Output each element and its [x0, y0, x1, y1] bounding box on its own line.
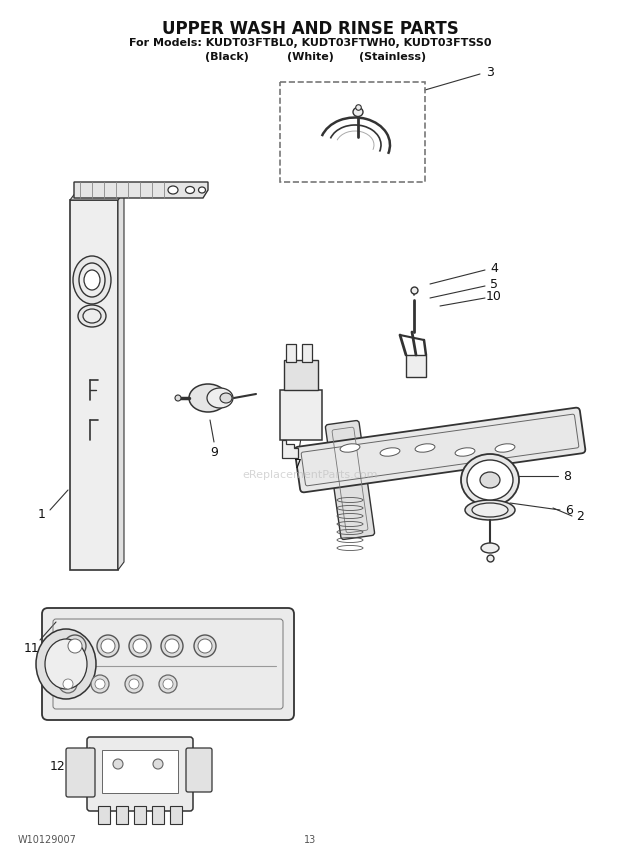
- Text: (Stainless): (Stainless): [360, 52, 427, 62]
- Ellipse shape: [198, 639, 212, 653]
- Bar: [280, 82, 425, 182]
- Ellipse shape: [129, 679, 139, 689]
- FancyBboxPatch shape: [294, 407, 585, 492]
- Ellipse shape: [207, 388, 233, 408]
- Text: UPPER WASH AND RINSE PARTS: UPPER WASH AND RINSE PARTS: [162, 20, 458, 38]
- Bar: [170, 806, 182, 824]
- Ellipse shape: [467, 460, 513, 500]
- Polygon shape: [118, 192, 124, 570]
- Ellipse shape: [79, 263, 105, 297]
- Ellipse shape: [415, 443, 435, 452]
- FancyBboxPatch shape: [66, 748, 95, 797]
- Text: (Black): (Black): [205, 52, 249, 62]
- Ellipse shape: [495, 443, 515, 452]
- Ellipse shape: [165, 639, 179, 653]
- Text: 6: 6: [565, 503, 573, 516]
- Ellipse shape: [36, 629, 96, 699]
- Ellipse shape: [340, 443, 360, 452]
- Ellipse shape: [159, 675, 177, 693]
- Text: 13: 13: [304, 835, 316, 845]
- Text: 3: 3: [486, 66, 494, 79]
- Ellipse shape: [161, 635, 183, 657]
- Ellipse shape: [455, 448, 475, 456]
- Ellipse shape: [78, 305, 106, 327]
- Ellipse shape: [380, 448, 400, 456]
- Bar: [70, 200, 118, 570]
- Bar: [286, 344, 296, 362]
- Text: eReplacementParts.com: eReplacementParts.com: [242, 470, 378, 480]
- Ellipse shape: [83, 309, 101, 323]
- Text: 12: 12: [50, 759, 66, 772]
- Text: 5: 5: [490, 277, 498, 290]
- Bar: [284, 360, 318, 390]
- Ellipse shape: [133, 639, 147, 653]
- Ellipse shape: [125, 675, 143, 693]
- Text: 4: 4: [490, 261, 498, 275]
- Polygon shape: [74, 182, 208, 198]
- FancyBboxPatch shape: [326, 420, 374, 539]
- Text: 1: 1: [38, 508, 46, 520]
- Polygon shape: [282, 440, 298, 458]
- Ellipse shape: [185, 187, 195, 193]
- Bar: [98, 806, 110, 824]
- Text: W10129007: W10129007: [18, 835, 77, 845]
- Ellipse shape: [220, 393, 232, 403]
- Ellipse shape: [101, 639, 115, 653]
- Ellipse shape: [198, 187, 205, 193]
- Ellipse shape: [45, 639, 87, 689]
- Ellipse shape: [64, 635, 86, 657]
- Ellipse shape: [461, 454, 519, 506]
- Ellipse shape: [95, 679, 105, 689]
- Ellipse shape: [59, 675, 77, 693]
- Ellipse shape: [353, 108, 363, 116]
- Text: 9: 9: [210, 445, 218, 459]
- Ellipse shape: [68, 639, 82, 653]
- FancyBboxPatch shape: [42, 608, 294, 720]
- FancyBboxPatch shape: [186, 748, 212, 792]
- Text: 11: 11: [24, 641, 40, 655]
- Bar: [116, 806, 128, 824]
- Ellipse shape: [73, 256, 111, 304]
- Ellipse shape: [113, 759, 123, 769]
- Ellipse shape: [91, 675, 109, 693]
- Bar: [406, 355, 426, 377]
- Ellipse shape: [175, 395, 181, 401]
- Polygon shape: [70, 192, 124, 200]
- Ellipse shape: [194, 635, 216, 657]
- Ellipse shape: [63, 679, 73, 689]
- Ellipse shape: [129, 635, 151, 657]
- Bar: [152, 806, 164, 824]
- Text: 8: 8: [563, 469, 571, 483]
- Text: (White): (White): [286, 52, 334, 62]
- Bar: [134, 806, 146, 824]
- Ellipse shape: [465, 500, 515, 520]
- Ellipse shape: [480, 472, 500, 488]
- Ellipse shape: [153, 759, 163, 769]
- Ellipse shape: [189, 384, 227, 412]
- Ellipse shape: [163, 679, 173, 689]
- Ellipse shape: [472, 503, 508, 517]
- Bar: [280, 390, 322, 440]
- FancyBboxPatch shape: [87, 737, 193, 811]
- Ellipse shape: [481, 543, 499, 553]
- Ellipse shape: [84, 270, 100, 290]
- Text: 10: 10: [486, 289, 502, 302]
- Bar: [302, 344, 312, 362]
- Ellipse shape: [168, 186, 178, 194]
- Text: 7: 7: [294, 457, 302, 471]
- Bar: [102, 750, 178, 793]
- Text: 2: 2: [576, 509, 584, 522]
- Ellipse shape: [97, 635, 119, 657]
- Text: For Models: KUDT03FTBL0, KUDT03FTWH0, KUDT03FTSS0: For Models: KUDT03FTBL0, KUDT03FTWH0, KU…: [129, 38, 491, 48]
